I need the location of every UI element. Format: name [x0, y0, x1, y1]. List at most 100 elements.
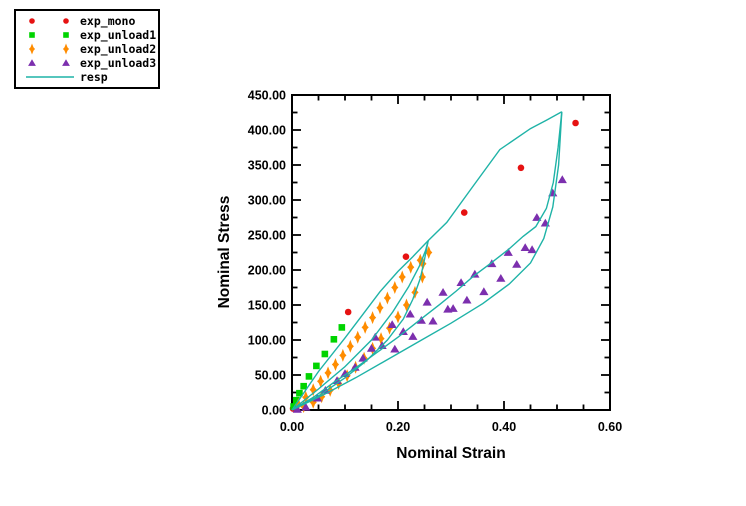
series-resp	[291, 111, 563, 411]
series-exp_mono	[289, 119, 579, 412]
data-point-marker	[292, 396, 300, 404]
x-tick-label: 0.40	[492, 420, 516, 434]
y-tick-label: 200.00	[248, 264, 286, 278]
data-point-marker	[408, 332, 418, 340]
data-point-marker	[390, 344, 400, 353]
data-point-marker	[376, 301, 384, 315]
series-exp_unload2	[294, 246, 433, 413]
data-point-marker	[309, 395, 317, 409]
data-point-marker	[425, 246, 433, 259]
data-point-marker	[398, 270, 406, 284]
legend-item-label: exp_unload2	[80, 42, 157, 56]
data-point-marker	[460, 209, 468, 216]
data-point-marker	[496, 274, 506, 282]
data-point-marker	[557, 175, 567, 184]
legend-marker-icon	[28, 59, 70, 66]
legend-item-exp_unload3: exp_unload3	[20, 56, 158, 70]
data-point-marker	[313, 362, 320, 370]
data-point-marker	[377, 332, 385, 346]
data-point-marker	[63, 32, 69, 38]
legend: exp_mono exp_unload1 exp_unload2 exp_unload…	[14, 9, 160, 89]
legend-item-label: resp	[80, 70, 108, 84]
data-point-marker	[63, 18, 69, 24]
x-tick-label: 0.20	[386, 420, 410, 434]
data-point-marker	[326, 383, 334, 397]
data-point-marker	[438, 288, 448, 296]
data-point-marker	[527, 245, 537, 254]
response-curve	[291, 240, 429, 411]
data-point-marker	[354, 330, 362, 344]
data-point-marker	[318, 390, 326, 404]
data-point-marker	[402, 298, 411, 312]
data-point-marker	[418, 270, 426, 284]
data-point-marker	[330, 336, 338, 343]
data-point-marker	[361, 320, 369, 334]
data-point-marker	[479, 287, 489, 296]
data-point-marker	[346, 339, 354, 353]
data-point-marker	[309, 383, 317, 397]
series-exp_unload3	[292, 175, 567, 413]
y-tick-label: 300.00	[248, 194, 286, 208]
data-point-marker	[29, 18, 35, 24]
data-point-marker	[572, 119, 579, 127]
x-tick-label: 0.60	[598, 420, 622, 434]
data-point-marker	[331, 358, 340, 371]
data-point-marker	[28, 59, 36, 66]
data-point-marker	[503, 248, 513, 256]
data-point-marker	[368, 311, 377, 325]
legend-marker-icon	[29, 18, 69, 24]
y-tick-label: 350.00	[248, 159, 286, 173]
data-point-marker	[422, 297, 432, 306]
y-tick-label: 450.00	[248, 89, 286, 103]
data-point-marker	[532, 213, 542, 221]
data-point-marker	[387, 320, 397, 328]
y-tick-label: 100.00	[248, 334, 286, 348]
data-point-marker	[517, 164, 525, 172]
data-point-marker	[385, 321, 394, 335]
data-point-marker	[296, 389, 303, 397]
data-point-marker	[470, 269, 480, 278]
response-curve	[291, 111, 563, 411]
legend-item-exp_mono: exp_mono	[20, 14, 158, 28]
axes: 0.00 0.20 0.40 0.60 0.00 50.00 100.00 150.00 200…	[248, 89, 622, 435]
y-tick-label: 400.00	[248, 124, 286, 138]
response-curve	[291, 111, 563, 411]
data-point-marker	[29, 32, 35, 38]
data-point-marker	[339, 348, 347, 362]
legend-item-exp_unload1: exp_unload1	[20, 28, 158, 42]
data-point-marker	[301, 402, 311, 411]
legend-item-exp_unload2: exp_unload2	[20, 42, 158, 56]
data-point-marker	[317, 374, 325, 388]
legend-marker-icon	[26, 76, 74, 78]
data-point-marker	[462, 295, 472, 304]
data-point-marker	[340, 369, 350, 377]
legend-marker-icon	[29, 32, 69, 38]
data-point-marker	[321, 350, 329, 358]
data-point-marker	[305, 373, 313, 380]
data-point-marker	[338, 324, 346, 331]
data-point-marker	[428, 316, 438, 325]
data-point-marker	[344, 308, 352, 316]
y-tick-label: 150.00	[248, 299, 286, 313]
data-point-marker	[62, 59, 70, 66]
data-point-marker	[383, 291, 391, 305]
x-axis-title: Nominal Strain	[396, 445, 505, 462]
data-point-marker	[448, 304, 458, 312]
data-point-marker	[405, 309, 415, 318]
data-point-marker	[302, 390, 310, 404]
data-point-marker	[292, 404, 302, 413]
y-axis-title: Nominal Stress	[216, 196, 233, 309]
legend-item-label: exp_unload3	[80, 56, 157, 70]
legend-item-label: exp_mono	[80, 14, 136, 28]
data-point-marker	[62, 43, 70, 55]
data-point-marker	[520, 243, 530, 251]
data-point-marker	[416, 253, 424, 267]
data-point-marker	[398, 327, 408, 335]
data-point-marker	[407, 260, 415, 274]
legend-item-resp: resp	[20, 70, 158, 84]
plot-frame	[291, 94, 611, 411]
data-point-marker	[391, 281, 399, 294]
y-tick-label: 250.00	[248, 229, 286, 243]
